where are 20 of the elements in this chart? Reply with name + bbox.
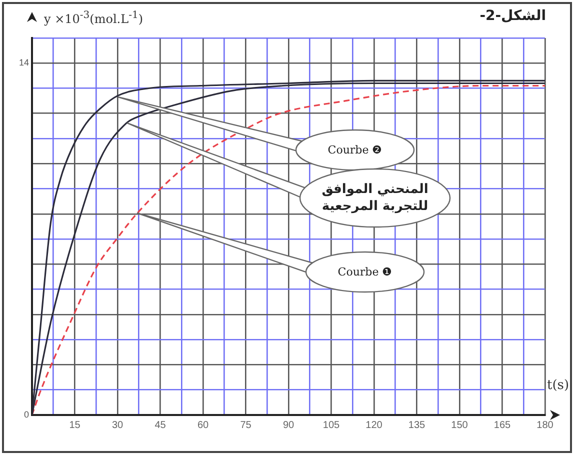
x-tick-label: 180 [536,420,554,431]
x-tick-label: 15 [69,420,81,431]
y-tick-label: 14 [18,58,29,68]
x-tick-label: 150 [451,420,468,431]
x-axis-title: t(s) [547,378,570,393]
y-tick-label: 0 [24,409,29,420]
annotation: Courbe ❷ [328,144,382,156]
x-tick-label: 45 [154,420,166,431]
x-tick-label: 165 [494,420,512,431]
x-tick-label: 105 [322,420,340,431]
y-axis-title: y ×10$^{-3}$(mol.L$^{-1}$) [44,10,144,26]
annotation: Courbe ❶ [338,266,392,278]
annotation: المنحني الموافق للتجربة المرجعية [320,181,430,215]
x-tick-label: 120 [366,420,383,431]
x-tick-label: 90 [282,420,294,431]
x-tick-label: 135 [408,420,426,431]
x-tick-label: 30 [112,420,124,431]
x-tick-label: 75 [240,420,252,431]
x-tick-label: 60 [197,420,209,431]
chart-title: الشكل-2- [480,8,546,24]
